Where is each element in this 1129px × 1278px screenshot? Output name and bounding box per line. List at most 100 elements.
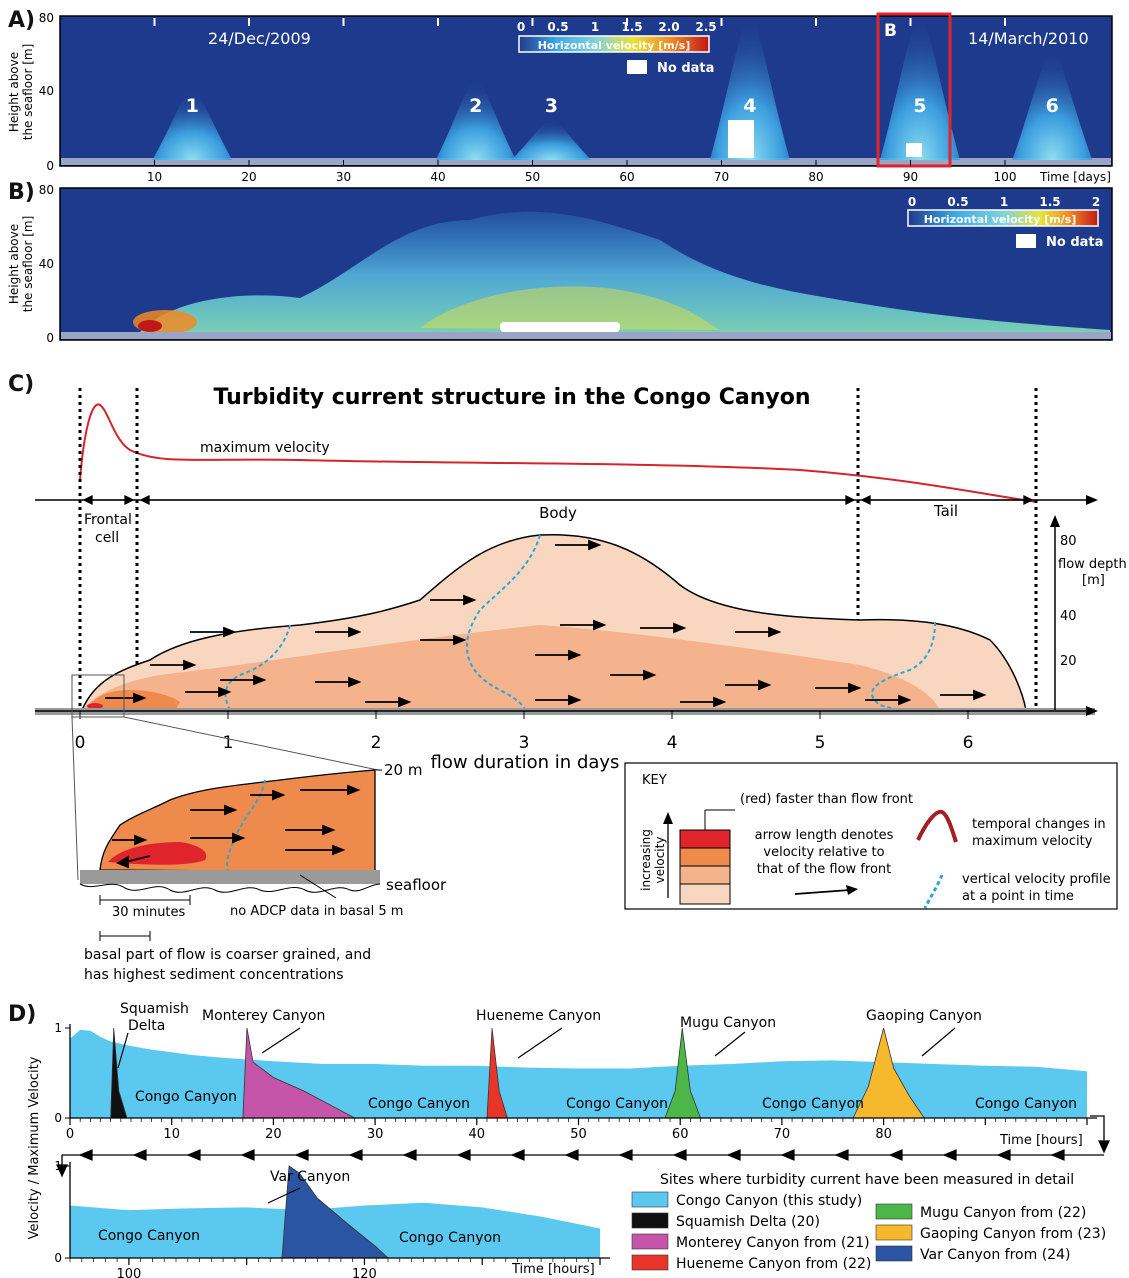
c-depth-tick: 40 [1060, 609, 1077, 624]
date-right: 14/March/2010 [968, 29, 1089, 48]
d-flow-arrowhead [834, 1149, 849, 1161]
a-xtick-label: 10 [147, 170, 162, 184]
tail-label: Tail [933, 502, 958, 520]
d-xtick-label: 60 [672, 1127, 689, 1142]
c-depth-tick: 20 [1060, 654, 1077, 669]
d-flow-arrowhead [186, 1149, 201, 1161]
b-colorbar-tick: 2 [1092, 195, 1100, 209]
d-flow-arrowhead [510, 1149, 525, 1161]
d-legend-label: Congo Canyon (this study) [676, 1193, 862, 1209]
key-profile-icon [923, 874, 944, 909]
key-temporal-note-1: temporal changes in [972, 817, 1106, 832]
a-colorbar-tick: 1.5 [621, 20, 642, 34]
d-series-label: Congo Canyon [135, 1089, 237, 1105]
a-event-label: 1 [186, 95, 199, 117]
d-flow-arrowhead [348, 1149, 363, 1161]
d-xtick-label: 70 [774, 1127, 791, 1142]
d-series-label: Congo Canyon [975, 1096, 1077, 1112]
inset-scale: 30 minutes [112, 905, 186, 920]
a-colorbar-tick: 2.0 [658, 20, 679, 34]
d-ytick-label: 0 [54, 1251, 62, 1265]
d-callout-label: Monterey Canyon [202, 1008, 325, 1024]
d-legend-swatch [875, 1224, 913, 1241]
d-flow-arrowhead [618, 1149, 633, 1161]
colorbar-a-label: Horizontal velocity [m/s] [538, 39, 691, 52]
d-xtick-label: 10 [163, 1127, 180, 1142]
d-flow-arrowhead [726, 1149, 741, 1161]
c-xtick-label: 0 [75, 733, 86, 753]
key-profile-note-1: vertical velocity profile [962, 872, 1111, 887]
a-ytick-label: 0 [46, 159, 54, 173]
inset-basal-note-1: basal part of flow is coarser grained, a… [84, 947, 371, 963]
a-event-plume [1012, 50, 1093, 160]
d-flow-arrowhead [402, 1149, 417, 1161]
a-colorbar-tick: 0 [517, 20, 525, 34]
d-callout-label: Squamish Delta [120, 1001, 189, 1034]
d-flow-arrowhead [996, 1149, 1011, 1161]
d-ytick-label: 0 [54, 1111, 62, 1125]
b-colorbar-tick: 1.5 [1039, 195, 1060, 209]
body-label: Body [539, 504, 577, 522]
c-xtick-label: 4 [667, 733, 678, 753]
b-colorbar-tick: 0.5 [947, 195, 968, 209]
d-flow-arrowhead [1050, 1149, 1065, 1161]
b-colorbar-tick: 1 [1000, 195, 1008, 209]
max-velocity-curve [79, 403, 1037, 503]
d-series-area [70, 1029, 1087, 1118]
b-ytick-label: 40 [39, 257, 54, 271]
panel-b-svg: Horizontal velocity [m/s] 0 0.5 1 1.5 2 No d… [7, 183, 1113, 345]
d-callout-label: Mugu Canyon [680, 1015, 776, 1031]
frontal-cell-label: Frontal cell [84, 512, 132, 546]
d-flow-arrowhead [780, 1149, 795, 1161]
panel-b-flow-body [140, 211, 1110, 338]
a-event-plume [511, 120, 592, 160]
colorbar-a [518, 35, 710, 53]
c-xtick-label: 2 [371, 733, 382, 753]
d-legend-title: Sites where turbidity current have been … [660, 1172, 1074, 1188]
d-xlabel-top: Time [hours] [999, 1133, 1083, 1148]
d-legend-swatch [875, 1245, 913, 1262]
a-event-label: 3 [545, 95, 558, 117]
a-xtick-label: 90 [903, 170, 918, 184]
inset-depth: 20 m [384, 761, 422, 779]
a-xtick-label: 100 [994, 170, 1017, 184]
d-xlabel-bottom: Time [hours] [511, 1262, 595, 1277]
key-box: KEY (red) faster than flow front increas… [624, 762, 1118, 910]
a-colorbar-tick: 1 [591, 20, 599, 34]
d-xtick-label: 50 [570, 1127, 587, 1142]
d-legend-swatch [875, 1203, 913, 1220]
a-xtick-label: 60 [619, 170, 634, 184]
d-xtick-label: 20 [265, 1127, 282, 1142]
d-legend-label: Hueneme Canyon from (22) [676, 1256, 871, 1272]
panel-letter-d: D) [8, 1002, 37, 1027]
d-legend-swatch [631, 1191, 669, 1208]
key-title: KEY [642, 773, 667, 788]
a-xtick-label: 70 [714, 170, 729, 184]
a-event-plume [879, 15, 960, 160]
d-callout-label: Var Canyon [270, 1169, 350, 1185]
d-legend-swatch [631, 1212, 669, 1229]
d-flow-arrowhead [942, 1149, 957, 1161]
d-legend-swatch [631, 1233, 669, 1250]
a-xtick-label: 40 [430, 170, 445, 184]
d-legend-label: Monterey Canyon from (21) [676, 1235, 870, 1251]
a-event-label: 4 [743, 95, 756, 117]
d-flow-arrowhead [294, 1149, 309, 1161]
d-ytick-label: 1 [54, 1021, 62, 1035]
panel-letter-b: B) [8, 180, 35, 205]
d-flow-arrowhead [78, 1149, 93, 1161]
d-xtick-label: 40 [469, 1127, 486, 1142]
max-velocity-label: maximum velocity [200, 440, 330, 456]
key-arrow-note-2: velocity relative to [763, 845, 884, 860]
key-profile-note-2: at a point in time [962, 889, 1074, 904]
a-ytick-label: 80 [39, 11, 54, 25]
nodata-b: No data [1046, 235, 1103, 250]
a-ytick-label: 40 [39, 84, 54, 98]
d-series-label: Congo Canyon [399, 1230, 501, 1246]
a-xtick-label: 20 [241, 170, 256, 184]
key-temporal-icon [916, 809, 958, 843]
a-xtick-label: 80 [808, 170, 823, 184]
ylabel-a: Height abovethe seafloor [m] [7, 44, 35, 141]
panel-letter-c: C) [8, 372, 35, 397]
